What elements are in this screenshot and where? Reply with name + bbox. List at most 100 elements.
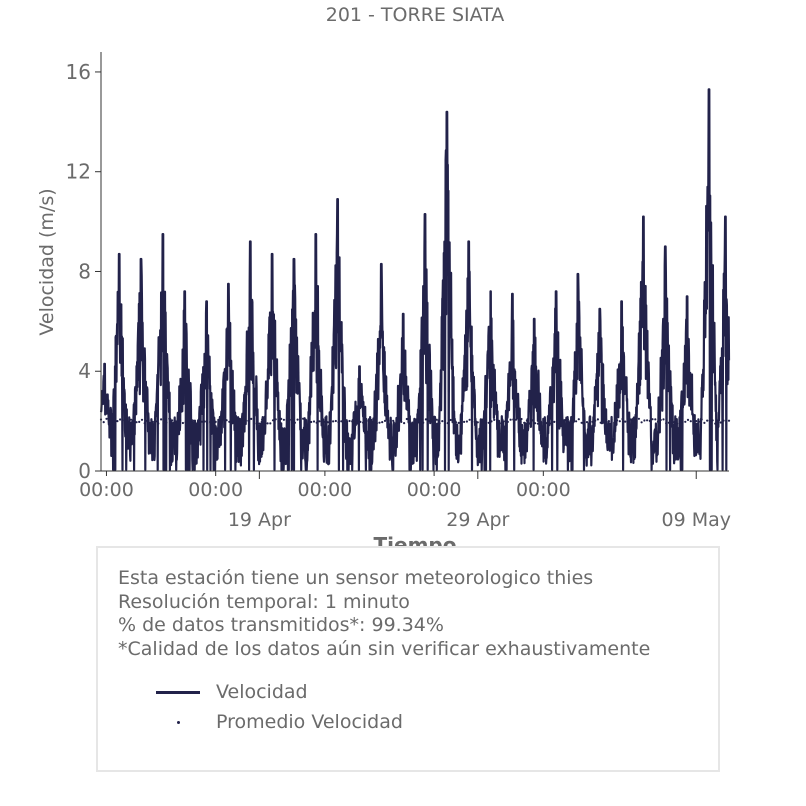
promedio-point	[531, 419, 534, 422]
promedio-point	[495, 418, 498, 421]
promedio-point	[454, 421, 458, 424]
promedio-point	[700, 418, 703, 421]
promedio-point	[613, 421, 616, 424]
promedio-point	[692, 419, 695, 423]
y-axis-label: Velocidad (m/s)	[36, 188, 58, 336]
promedio-point	[304, 418, 307, 421]
promedio-point	[438, 422, 441, 425]
promedio-point	[359, 420, 362, 423]
promedio-point	[422, 421, 425, 424]
promedio-point	[512, 418, 515, 421]
promedio-point	[233, 419, 236, 422]
promedio-point	[656, 420, 660, 423]
promedio-point	[173, 421, 176, 424]
promedio-point	[632, 418, 635, 421]
promedio-point	[302, 417, 305, 420]
promedio-point	[108, 419, 111, 423]
promedio-point	[326, 421, 329, 424]
promedio-point	[211, 422, 214, 425]
promedio-point	[703, 421, 706, 424]
promedio-point	[190, 421, 193, 424]
promedio-point	[258, 422, 261, 425]
legend-label: Promedio Velocidad	[216, 711, 403, 733]
promedio-point	[443, 421, 447, 425]
y-tick-label: 12	[66, 160, 91, 184]
promedio-point	[725, 419, 728, 422]
promedio-point	[119, 418, 122, 421]
promedio-point	[449, 418, 452, 422]
promedio-point	[282, 418, 285, 421]
chart-title: 201 - TORRE SIATA	[325, 4, 505, 26]
promedio-point	[124, 419, 127, 422]
promedio-point	[351, 420, 354, 423]
promedio-point	[686, 418, 690, 421]
promedio-point	[342, 421, 346, 425]
promedio-point	[545, 422, 548, 425]
promedio-point	[714, 422, 717, 425]
promedio-point	[195, 422, 198, 425]
promedio-point	[558, 419, 561, 422]
promedio-point	[151, 420, 154, 423]
promedio-point	[536, 422, 540, 425]
promedio-point	[463, 420, 466, 423]
x-major-tick-label: 09 May	[661, 509, 731, 531]
promedio-point	[288, 418, 291, 421]
promedio-point	[446, 422, 449, 425]
promedio-point	[225, 419, 228, 422]
promedio-point	[315, 421, 318, 424]
promedio-point	[168, 417, 171, 420]
promedio-point	[564, 418, 567, 422]
promedio-point	[271, 419, 275, 422]
promedio-point	[588, 420, 591, 423]
promedio-point	[394, 422, 397, 425]
x-major-tick-label: 29 Apr	[446, 509, 509, 531]
promedio-point	[310, 420, 313, 424]
promedio-point	[577, 418, 580, 421]
promedio-point	[506, 420, 509, 423]
promedio-point	[383, 419, 387, 422]
promedio-point	[419, 419, 422, 422]
promedio-point	[252, 418, 255, 421]
promedio-point	[580, 421, 583, 424]
promedio-point	[291, 420, 294, 423]
legend-label: Velocidad	[216, 681, 308, 703]
promedio-point	[646, 419, 649, 422]
promedio-point	[160, 418, 163, 421]
promedio-point	[665, 422, 668, 425]
promedio-point	[654, 418, 657, 421]
promedio-point	[596, 418, 600, 421]
promedio-point	[487, 421, 490, 424]
promedio-point	[293, 421, 296, 424]
info-legend-box: Esta estación tiene un sensor meteorolog…	[96, 546, 720, 772]
promedio-point	[468, 418, 471, 421]
promedio-point	[585, 421, 589, 424]
promedio-point	[520, 417, 523, 421]
promedio-point	[430, 419, 433, 422]
promedio-point	[501, 422, 504, 425]
promedio-point	[250, 417, 253, 420]
promedio-point	[348, 419, 351, 423]
promedio-point	[555, 420, 559, 423]
info-line: Resolución temporal: 1 minuto	[118, 590, 410, 613]
series-dots-promedio-velocidad	[99, 417, 731, 425]
series-line-velocidad	[99, 88, 731, 471]
promedio-point	[684, 420, 687, 423]
promedio-point	[176, 419, 179, 422]
promedio-point	[296, 418, 299, 421]
promedio-point	[490, 420, 493, 423]
promedio-point	[602, 417, 605, 420]
promedio-point	[266, 422, 269, 425]
y-tick-label: 4	[78, 359, 91, 383]
x-minor-tick-label: 00:00	[407, 479, 462, 501]
promedio-point	[523, 421, 526, 424]
x-minor-tick-label: 00:00	[516, 479, 571, 501]
promedio-point	[321, 421, 324, 424]
promedio-point	[356, 421, 359, 424]
promedio-point	[362, 421, 365, 424]
promedio-point	[474, 421, 477, 424]
promedio-point	[640, 421, 643, 424]
promedio-point	[239, 418, 242, 421]
promedio-point	[637, 417, 641, 420]
promedio-point	[553, 420, 556, 423]
